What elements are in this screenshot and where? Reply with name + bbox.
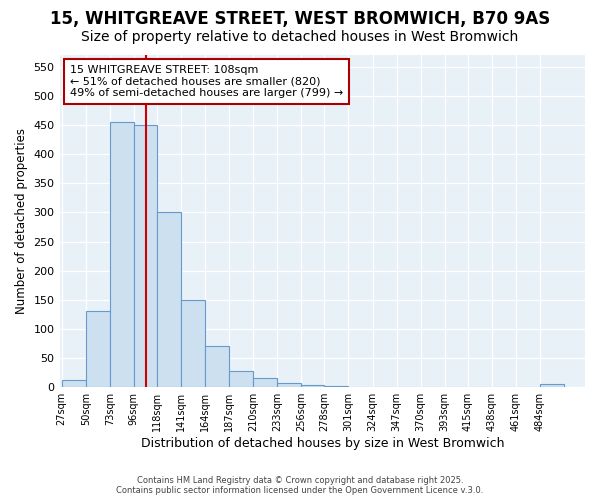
X-axis label: Distribution of detached houses by size in West Bromwich: Distribution of detached houses by size …: [140, 437, 504, 450]
Bar: [157, 212, 181, 387]
Text: 15, WHITGREAVE STREET, WEST BROMWICH, B70 9AS: 15, WHITGREAVE STREET, WEST BROMWICH, B7…: [50, 10, 550, 28]
Y-axis label: Number of detached properties: Number of detached properties: [15, 128, 28, 314]
Bar: [253, 378, 277, 387]
Text: 15 WHITGREAVE STREET: 108sqm
← 51% of detached houses are smaller (820)
49% of s: 15 WHITGREAVE STREET: 108sqm ← 51% of de…: [70, 65, 343, 98]
Bar: [373, 386, 397, 387]
Bar: [301, 386, 325, 387]
Bar: [62, 380, 86, 387]
Bar: [110, 122, 134, 387]
Text: Contains HM Land Registry data © Crown copyright and database right 2025.
Contai: Contains HM Land Registry data © Crown c…: [116, 476, 484, 495]
Bar: [349, 386, 373, 387]
Bar: [181, 300, 205, 387]
Bar: [540, 384, 564, 387]
Bar: [205, 346, 229, 387]
Bar: [325, 386, 349, 387]
Text: Size of property relative to detached houses in West Bromwich: Size of property relative to detached ho…: [82, 30, 518, 44]
Bar: [134, 125, 157, 387]
Bar: [229, 371, 253, 387]
Bar: [86, 312, 110, 387]
Bar: [277, 382, 301, 387]
